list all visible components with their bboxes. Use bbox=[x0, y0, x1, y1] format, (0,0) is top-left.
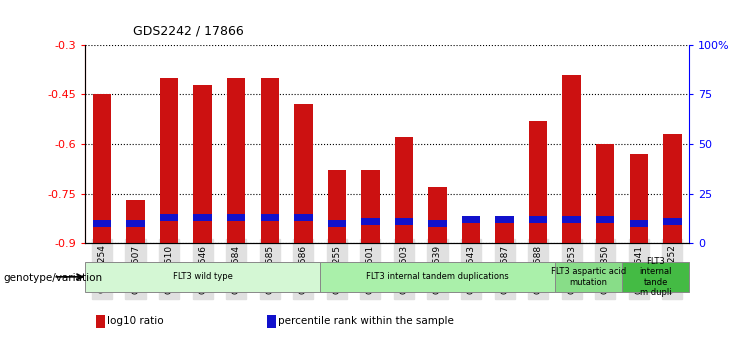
Text: FLT3
internal
tande
m dupli: FLT3 internal tande m dupli bbox=[639, 257, 672, 297]
Bar bbox=[160, 78, 179, 243]
Bar bbox=[462, 216, 480, 223]
Bar bbox=[294, 104, 313, 243]
Bar bbox=[193, 214, 212, 221]
Bar bbox=[193, 85, 212, 243]
Bar bbox=[562, 75, 581, 243]
Bar bbox=[630, 154, 648, 243]
Bar bbox=[663, 218, 682, 225]
Text: FLT3 internal tandem duplications: FLT3 internal tandem duplications bbox=[366, 272, 509, 282]
Bar bbox=[361, 170, 379, 243]
Bar bbox=[328, 170, 346, 243]
Bar bbox=[227, 78, 245, 243]
Text: FLT3 wild type: FLT3 wild type bbox=[173, 272, 233, 282]
Bar bbox=[428, 220, 447, 227]
Bar bbox=[328, 220, 346, 227]
Bar bbox=[126, 200, 144, 243]
FancyBboxPatch shape bbox=[320, 262, 555, 292]
Text: percentile rank within the sample: percentile rank within the sample bbox=[278, 316, 453, 326]
FancyBboxPatch shape bbox=[555, 262, 622, 292]
Bar bbox=[361, 218, 379, 225]
Bar bbox=[395, 218, 413, 225]
Bar bbox=[529, 121, 548, 243]
Text: genotype/variation: genotype/variation bbox=[4, 273, 103, 283]
Bar bbox=[596, 144, 614, 243]
Text: log10 ratio: log10 ratio bbox=[107, 316, 164, 326]
Bar bbox=[496, 216, 514, 223]
Bar bbox=[126, 220, 144, 227]
Bar bbox=[395, 137, 413, 243]
Bar bbox=[261, 78, 279, 243]
Text: FLT3 aspartic acid
mutation: FLT3 aspartic acid mutation bbox=[551, 267, 626, 287]
Text: GDS2242 / 17866: GDS2242 / 17866 bbox=[133, 24, 244, 37]
Bar bbox=[596, 216, 614, 223]
Bar bbox=[160, 214, 179, 221]
FancyBboxPatch shape bbox=[85, 262, 320, 292]
Bar bbox=[496, 217, 514, 243]
Bar bbox=[93, 95, 111, 243]
Bar bbox=[294, 214, 313, 221]
Bar bbox=[529, 216, 548, 223]
Bar bbox=[428, 187, 447, 243]
FancyBboxPatch shape bbox=[622, 262, 689, 292]
Bar bbox=[93, 220, 111, 227]
Bar bbox=[562, 216, 581, 223]
Bar bbox=[227, 214, 245, 221]
Bar bbox=[261, 214, 279, 221]
Bar bbox=[462, 220, 480, 243]
Bar bbox=[630, 220, 648, 227]
Bar bbox=[663, 134, 682, 243]
